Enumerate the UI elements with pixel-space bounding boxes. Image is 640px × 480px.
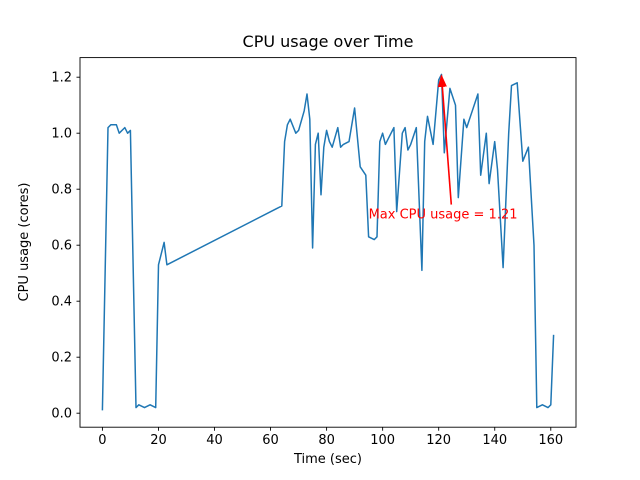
plot-border <box>79 57 577 428</box>
axis-ticks: 0 20 40 60 80 100 120 140 160 0.0 0.2 0.4 0.6 0.8 1.0 1… <box>51 71 563 449</box>
y-tick-label: 0.6 <box>51 239 72 254</box>
x-tick-label: 140 <box>482 433 507 448</box>
y-tick-label: 1.0 <box>51 127 72 142</box>
y-tick-label: 0.2 <box>51 351 72 366</box>
max-cpu-arrow <box>437 74 453 205</box>
x-tick-label: 120 <box>426 433 451 448</box>
x-axis-label: Time (sec) <box>293 452 362 467</box>
y-tick-label: 0.8 <box>51 183 72 198</box>
max-cpu-annotation-text: Max CPU usage = 1.21 <box>369 208 518 223</box>
y-tick-label: 0.4 <box>51 295 72 310</box>
y-tick-label: 0.0 <box>51 407 72 422</box>
x-tick-label: 40 <box>206 433 223 448</box>
y-axis-label: CPU usage (cores) <box>17 183 32 302</box>
data-series <box>101 73 555 411</box>
annotation-arrow <box>437 74 453 205</box>
cpu-usage-line <box>101 73 555 411</box>
x-tick-label: 20 <box>150 433 167 448</box>
x-tick-label: 100 <box>370 433 395 448</box>
x-tick-label: 160 <box>538 433 563 448</box>
y-tick-label: 1.2 <box>51 71 72 86</box>
x-tick-label: 60 <box>262 433 279 448</box>
chart-title: CPU usage over Time <box>243 32 414 51</box>
x-tick-label: 0 <box>98 433 106 448</box>
x-tick-label: 80 <box>318 433 335 448</box>
